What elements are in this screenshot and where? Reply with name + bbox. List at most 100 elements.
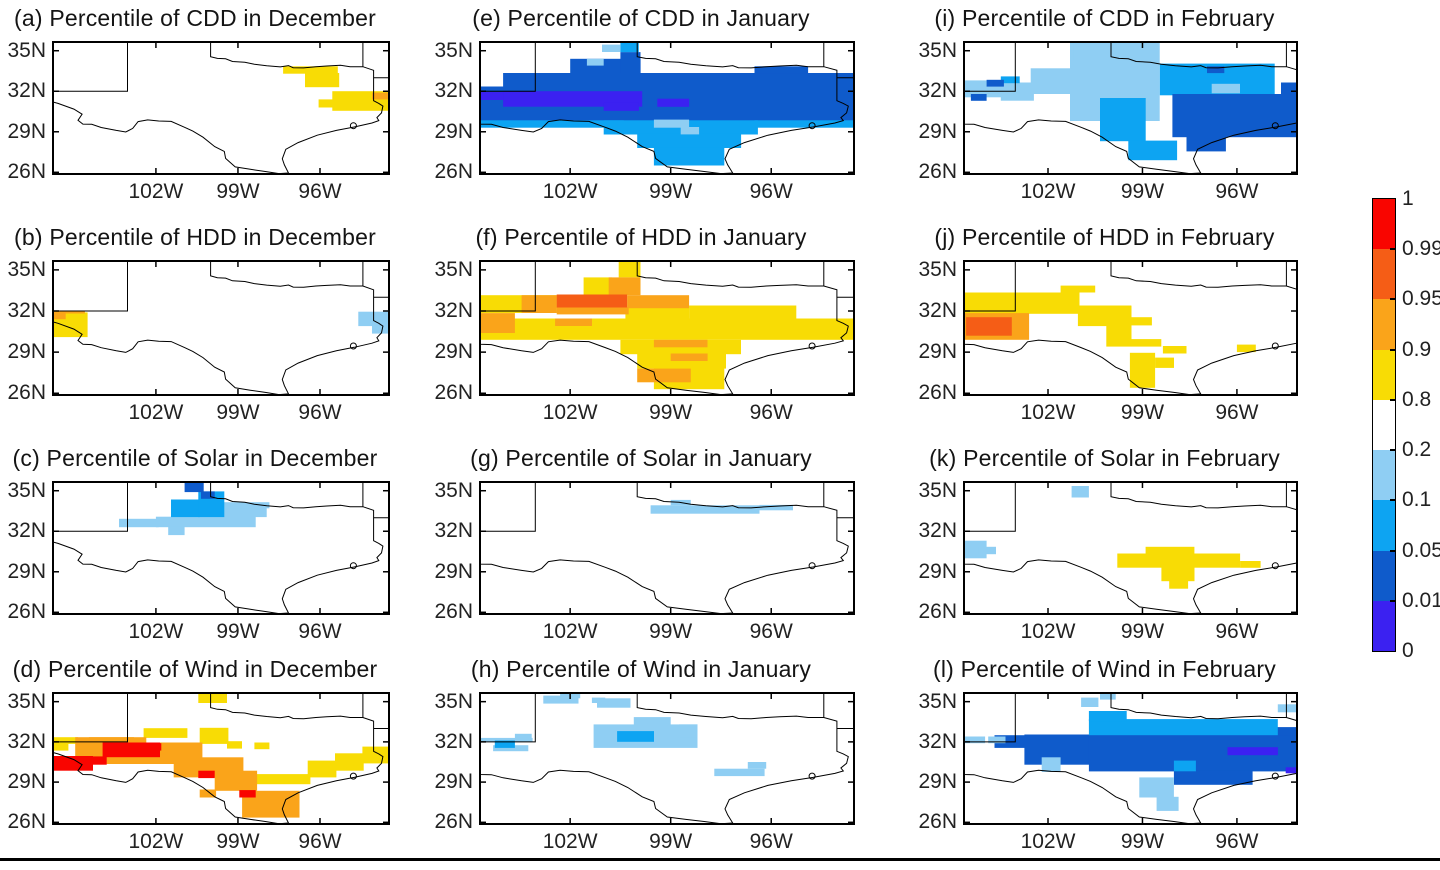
x-tick-label: 99W — [216, 401, 260, 424]
panel-title-d: (d) Percentile of Wind in December — [12, 656, 378, 682]
heat-cell — [747, 762, 767, 769]
axes-border — [963, 692, 1298, 825]
heat-cell — [1129, 352, 1156, 388]
coastal-bay-outline — [1271, 772, 1279, 780]
coastal-bay-outline — [1271, 122, 1279, 130]
heat-cell — [608, 277, 641, 296]
y-tick-label: 32N — [7, 79, 46, 103]
x-tick-label: 102W — [542, 830, 598, 853]
heat-cell — [1131, 339, 1162, 347]
axes-border — [963, 260, 1298, 396]
heat-cell — [653, 147, 725, 166]
heat-cell — [201, 491, 215, 499]
x-tick-label: 96W — [298, 180, 342, 203]
panel-d: (d) Percentile of Wind in December 35N 32N… — [0, 656, 402, 861]
texas-outline — [52, 41, 384, 175]
heat-cell — [1071, 486, 1089, 498]
heat-cell — [168, 526, 185, 536]
y-tick-label: 26N — [434, 160, 473, 184]
heat-cell — [1227, 747, 1278, 756]
heat-cell — [1277, 704, 1297, 713]
colorbar-segment-0.9-0.95 — [1373, 299, 1395, 350]
heat-cell — [1073, 41, 1104, 61]
colorbar-tick-label: 0 — [1402, 639, 1414, 662]
heat-cell — [964, 736, 986, 744]
y-tick-label: 26N — [918, 600, 957, 624]
x-tick-label: 99W — [216, 180, 260, 203]
y-tick-label: 29N — [918, 770, 957, 794]
y-tick-label: 32N — [7, 729, 46, 753]
heat-cell — [617, 731, 654, 742]
y-tick-label: 26N — [434, 810, 473, 834]
x-tick-label: 96W — [298, 620, 342, 643]
axes-border — [479, 692, 855, 825]
heat-cell — [143, 728, 188, 738]
map-canvas-d — [52, 692, 390, 825]
panel-g: (g) Percentile of Solar in January 35N 32N… — [427, 445, 867, 651]
y-tick-label: 32N — [434, 519, 473, 543]
heat-cell — [653, 119, 690, 128]
y-tick-label: 35N — [7, 478, 46, 502]
x-tick-label: 102W — [128, 180, 184, 203]
heat-cell — [1145, 546, 1195, 555]
panel-title-f: (f) Percentile of HDD in January — [475, 224, 807, 250]
heat-cell — [618, 260, 641, 278]
new-mexico-border — [963, 41, 1016, 92]
y-tick-label: 26N — [918, 381, 957, 405]
y-tick-label: 35N — [434, 257, 473, 281]
x-tick-label: 102W — [542, 401, 598, 424]
panel-i: (i) Percentile of CDD in February 35N 32N 2… — [911, 5, 1310, 211]
colorbar-tick — [1390, 599, 1395, 602]
x-tick-label: 99W — [649, 620, 693, 643]
heat-cell — [239, 790, 256, 798]
heat-cell — [1100, 692, 1116, 700]
heat-cell — [963, 292, 1080, 314]
y-tick-label: 32N — [434, 729, 473, 753]
x-tick-label: 96W — [749, 180, 793, 203]
heat-cell — [199, 789, 217, 798]
heat-cell — [633, 717, 671, 725]
heat-cell — [555, 318, 592, 326]
heat-cell — [637, 133, 742, 148]
y-tick-label: 26N — [7, 600, 46, 624]
texas-outline — [479, 260, 849, 396]
map-canvas-j — [963, 260, 1298, 396]
heat-cell — [1106, 306, 1132, 347]
map-canvas-l — [963, 692, 1298, 825]
heat-cell — [214, 770, 258, 791]
heat-cell — [479, 120, 624, 128]
x-tick-label: 102W — [128, 830, 184, 853]
colorbar-tick — [1390, 298, 1395, 301]
heat-cell — [1155, 357, 1174, 368]
texas-outline — [479, 692, 849, 825]
colorbar-segment-0.1-0.2 — [1373, 450, 1395, 501]
heat-cell — [254, 742, 270, 750]
x-tick-label: 99W — [1120, 401, 1165, 424]
heat-cell — [556, 306, 629, 315]
panel-c: (c) Percentile of Solar in December 35N 32… — [0, 445, 402, 651]
texas-outline — [963, 260, 1298, 396]
heat-cell — [966, 317, 1012, 336]
heat-cell — [372, 92, 390, 100]
heat-cell — [514, 733, 532, 741]
colorbar-segment-0.2-0.8 — [1373, 399, 1395, 451]
x-tick-label: 102W — [1020, 401, 1076, 424]
colorbar: 1 0.99 0.95 0.9 0.8 0.2 0.1 0.05 0.01 0 — [1372, 188, 1440, 670]
heat-cell — [620, 41, 639, 53]
heat-cell — [637, 368, 691, 383]
panel-k: (k) Percentile of Solar in February 35N 32… — [911, 445, 1310, 651]
map-canvas-k — [963, 481, 1298, 615]
heat-cell — [503, 73, 855, 87]
texas-outline — [963, 41, 1298, 175]
axes-border — [479, 260, 855, 396]
panel-title-k: (k) Percentile of Solar in February — [929, 445, 1280, 471]
heat-cell — [283, 66, 338, 74]
x-tick-label: 96W — [749, 620, 793, 643]
x-tick-label: 102W — [1020, 620, 1076, 643]
panel-title-i: (i) Percentile of CDD in February — [934, 5, 1275, 31]
heat-cell — [556, 294, 628, 308]
map-canvas-a — [52, 41, 390, 175]
heat-cell — [1161, 567, 1195, 582]
heat-cell — [52, 311, 66, 320]
map-canvas-f — [479, 260, 855, 396]
